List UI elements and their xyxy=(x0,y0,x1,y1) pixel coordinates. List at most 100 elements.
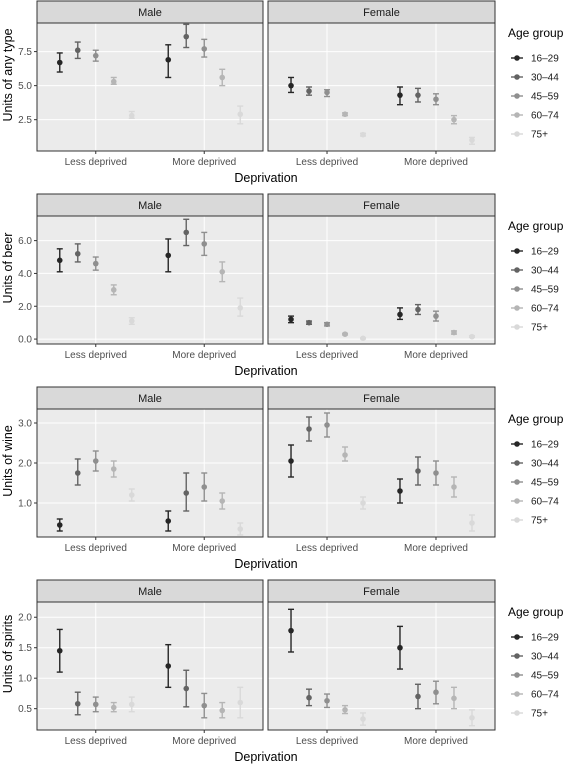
data-point-group xyxy=(92,450,99,472)
data-point-group xyxy=(342,111,349,118)
legend-item: 60–74 xyxy=(511,690,559,701)
data-point-group xyxy=(110,701,117,713)
data-point-group xyxy=(288,76,295,94)
x-tick-label: Less deprived xyxy=(65,350,127,361)
facet-strip-label: Male xyxy=(138,393,162,405)
legend-label: 45–59 xyxy=(531,285,559,296)
facet-strip-label: Male xyxy=(138,200,162,212)
legend-label: 60–74 xyxy=(531,111,559,122)
legend-item: 45–59 xyxy=(511,285,559,296)
legend-key-point xyxy=(514,441,520,447)
data-point-group xyxy=(201,692,208,719)
legend-item: 60–74 xyxy=(511,497,559,508)
data-point-group xyxy=(165,643,172,689)
legend-key-point xyxy=(514,305,520,311)
facet-strip-label: Male xyxy=(138,7,162,19)
data-point-group xyxy=(396,478,403,504)
legend-label: 16–29 xyxy=(531,440,559,451)
data-point xyxy=(451,484,457,490)
data-point xyxy=(237,111,244,118)
legend-key-point xyxy=(514,55,520,61)
legend-key-point xyxy=(514,479,520,485)
data-point-group xyxy=(128,488,135,502)
data-point-group xyxy=(56,248,63,273)
panel-background xyxy=(36,601,264,731)
data-point xyxy=(74,700,81,707)
data-point xyxy=(469,137,475,143)
legend-label: 60–74 xyxy=(531,304,559,315)
panel-background xyxy=(267,601,496,731)
data-point xyxy=(324,89,330,96)
legend-item: 60–74 xyxy=(511,304,559,315)
data-point xyxy=(219,74,226,81)
data-point-group xyxy=(201,231,208,257)
data-point xyxy=(128,112,135,119)
data-point xyxy=(237,526,244,532)
data-point-group xyxy=(219,68,226,87)
legend-key-point xyxy=(514,112,520,118)
data-point-group xyxy=(306,319,313,326)
y-tick-label: 2.0 xyxy=(18,459,32,470)
data-point-group xyxy=(165,238,172,273)
data-point-group xyxy=(414,456,421,486)
data-point-group xyxy=(360,496,367,510)
x-tick-label: Less deprived xyxy=(296,736,358,747)
data-point-group xyxy=(432,310,439,322)
legend-label: 75+ xyxy=(531,709,548,720)
data-point xyxy=(288,316,294,323)
data-point xyxy=(397,488,403,494)
legend-key-point xyxy=(514,267,520,273)
data-point-group xyxy=(306,416,313,442)
data-point-group xyxy=(324,693,331,709)
panel-background xyxy=(267,215,496,345)
y-tick-label: 1.0 xyxy=(18,499,32,510)
data-point-group xyxy=(396,625,403,670)
legend-label: 30–44 xyxy=(531,73,559,84)
data-point-group xyxy=(219,492,226,510)
x-axis-title: Deprivation xyxy=(234,557,297,571)
data-point xyxy=(74,470,81,476)
x-axis-title: Deprivation xyxy=(234,364,297,378)
legend-label: 60–74 xyxy=(531,497,559,508)
data-point-group xyxy=(342,331,349,337)
data-point xyxy=(110,466,117,472)
data-point-group xyxy=(219,701,226,719)
data-point xyxy=(110,287,117,293)
data-point xyxy=(92,52,99,59)
data-point-group xyxy=(468,333,475,340)
data-point xyxy=(469,520,475,526)
data-point-group xyxy=(237,522,244,536)
x-tick-label: Less deprived xyxy=(65,543,127,554)
data-point-group xyxy=(110,76,117,85)
data-point xyxy=(201,46,208,52)
x-tick-label: More deprived xyxy=(404,543,468,554)
data-point-group xyxy=(414,87,421,103)
data-point-group xyxy=(324,89,331,98)
data-point xyxy=(92,458,99,464)
y-tick-label: 5.0 xyxy=(18,81,32,92)
legend-label: 45–59 xyxy=(531,478,559,489)
data-point-group xyxy=(306,688,313,707)
legend-item: 30–44 xyxy=(511,459,559,470)
data-point xyxy=(469,333,475,340)
data-point-group xyxy=(288,608,295,653)
panel-male: Male Less deprived More deprived xyxy=(36,193,264,361)
data-point xyxy=(237,699,244,706)
data-point-group xyxy=(468,514,475,532)
data-point-group xyxy=(56,628,63,673)
y-tick-label: 0.0 xyxy=(18,335,32,346)
data-point-group xyxy=(396,86,403,106)
x-tick-label: More deprived xyxy=(404,350,468,361)
data-point xyxy=(342,452,348,458)
data-point-group xyxy=(342,446,349,462)
facet-strip-label: Female xyxy=(363,393,400,405)
data-point xyxy=(324,422,330,428)
data-point xyxy=(397,644,403,651)
y-tick-label: 7.5 xyxy=(18,47,32,58)
data-point xyxy=(306,88,312,94)
x-tick-label: More deprived xyxy=(172,543,236,554)
data-point-group xyxy=(165,510,172,532)
legend-label: 30–44 xyxy=(531,266,559,277)
panel-background xyxy=(36,215,264,345)
